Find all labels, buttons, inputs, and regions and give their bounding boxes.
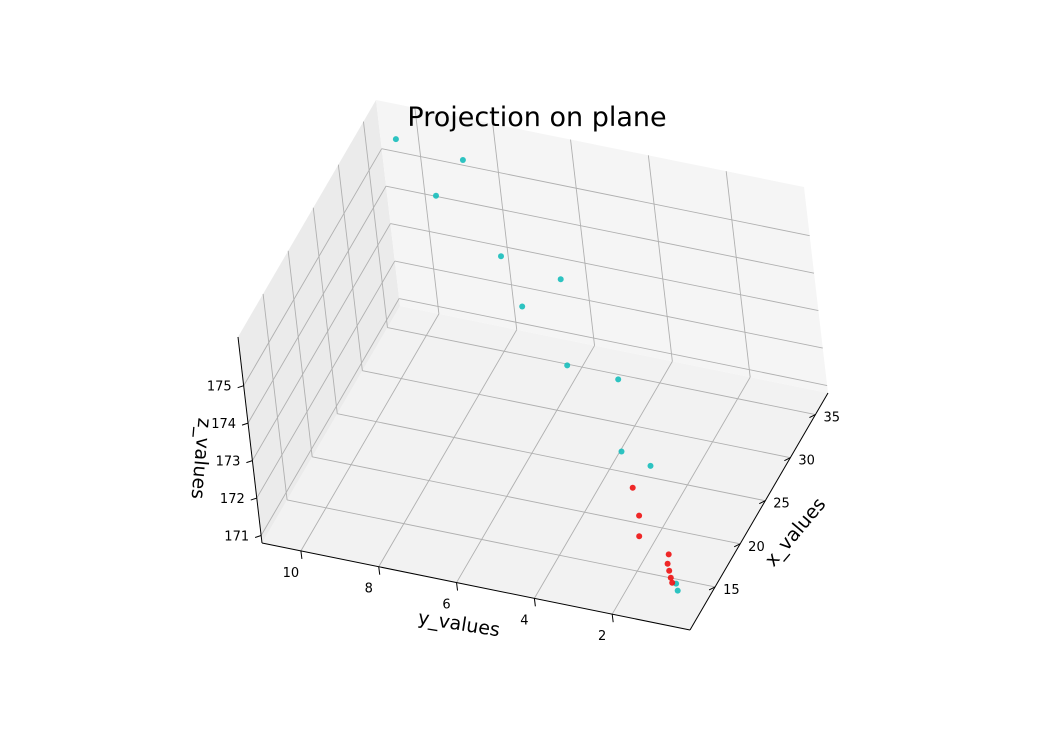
z-gridline	[394, 260, 823, 349]
z-tick-label: 172	[220, 492, 245, 507]
data-point	[618, 448, 625, 455]
data-point	[674, 587, 681, 594]
z-gridline	[399, 298, 828, 386]
x-gridline	[362, 370, 791, 459]
x-gridline	[363, 121, 388, 328]
z-gridline	[381, 148, 810, 237]
y-axis-line	[261, 542, 691, 631]
data-point	[629, 484, 636, 491]
y-tick-mark	[533, 598, 536, 607]
axis-lines	[237, 336, 829, 631]
x-gridline	[287, 499, 716, 588]
grid-lines	[243, 107, 828, 615]
y-gridline	[611, 376, 751, 615]
z-tick-mark	[246, 460, 253, 464]
y-tick-label: 6	[442, 598, 450, 613]
x-tick-label: 30	[798, 454, 815, 469]
z-gridline	[260, 298, 400, 536]
z-gridline	[243, 148, 383, 386]
y-tick-mark	[300, 550, 303, 559]
chart-title: Projection on plane	[407, 102, 666, 133]
data-points	[392, 136, 681, 594]
data-point	[636, 533, 643, 540]
y-tick-label: 2	[598, 629, 606, 644]
x-axis-label: x_values	[760, 493, 830, 570]
y-gridline	[456, 345, 595, 583]
z-tick-mark	[241, 422, 249, 426]
z-tick-label: 173	[216, 455, 241, 470]
y-gridline	[647, 155, 673, 362]
x-tick-mark	[708, 586, 716, 591]
x-tick-mark	[784, 457, 791, 462]
data-point	[667, 574, 674, 581]
y-gridline	[492, 123, 518, 330]
data-point	[459, 157, 466, 163]
side-pane	[376, 100, 828, 393]
x-gridline	[337, 164, 363, 371]
x-tick-label: 20	[748, 540, 765, 555]
x-tick-mark	[809, 414, 816, 418]
y-axis-label: y_values	[416, 607, 501, 642]
y-gridline	[570, 139, 595, 346]
y-tick-mark	[378, 566, 381, 575]
y-tick-mark	[611, 614, 614, 623]
z-tick-mark	[237, 385, 244, 389]
floor-pane	[262, 306, 828, 630]
z-axis-label: z_values	[186, 417, 215, 500]
data-point	[669, 579, 676, 586]
x-tick-label: 25	[773, 497, 790, 512]
x-tick-label: 35	[823, 411, 840, 426]
axis-ticks: 15 20 25 30 35 2 4 6 8 10 171 172 173 174 175	[207, 380, 840, 644]
z-tick-mark	[250, 497, 257, 501]
data-point	[392, 136, 399, 143]
back-pane	[238, 100, 400, 543]
x-tick-mark	[759, 500, 766, 505]
y-tick-label: 8	[365, 582, 373, 597]
x-gridline	[337, 413, 766, 502]
data-point	[615, 376, 622, 383]
data-point	[519, 303, 526, 310]
z-gridline	[247, 185, 387, 424]
x-gridline	[387, 327, 816, 415]
z-tick-label: 174	[211, 417, 236, 432]
data-point	[636, 512, 643, 519]
z-gridline	[385, 185, 815, 274]
data-point	[433, 192, 439, 199]
x-gridline	[262, 293, 288, 500]
y-gridline	[378, 329, 518, 567]
x-tick-label: 15	[723, 583, 740, 598]
y-gridline	[414, 107, 440, 314]
x-gridline	[312, 207, 338, 414]
z-axis-line	[237, 336, 263, 544]
z-gridline	[252, 223, 391, 461]
y-gridline	[533, 361, 673, 599]
x-gridline	[287, 250, 313, 457]
data-point	[564, 362, 571, 369]
data-point	[666, 567, 673, 574]
z-tick-mark	[254, 535, 262, 538]
data-point	[664, 560, 671, 567]
x-gridline	[312, 456, 741, 545]
axis-panes	[238, 100, 828, 630]
x-axis-line	[689, 392, 829, 631]
y-tick-label: 10	[283, 566, 300, 581]
data-point	[557, 276, 564, 283]
y-gridline	[725, 171, 751, 378]
y-tick-label: 4	[520, 613, 528, 628]
data-point	[647, 462, 654, 469]
x-tick-mark	[733, 543, 741, 548]
z-tick-label: 171	[224, 530, 249, 545]
z-gridline	[256, 260, 396, 499]
z-tick-label: 175	[207, 380, 232, 395]
y-gridline	[300, 313, 440, 552]
y-tick-mark	[456, 582, 459, 591]
data-point	[498, 253, 504, 260]
z-gridline	[390, 223, 819, 312]
data-point	[665, 551, 672, 558]
